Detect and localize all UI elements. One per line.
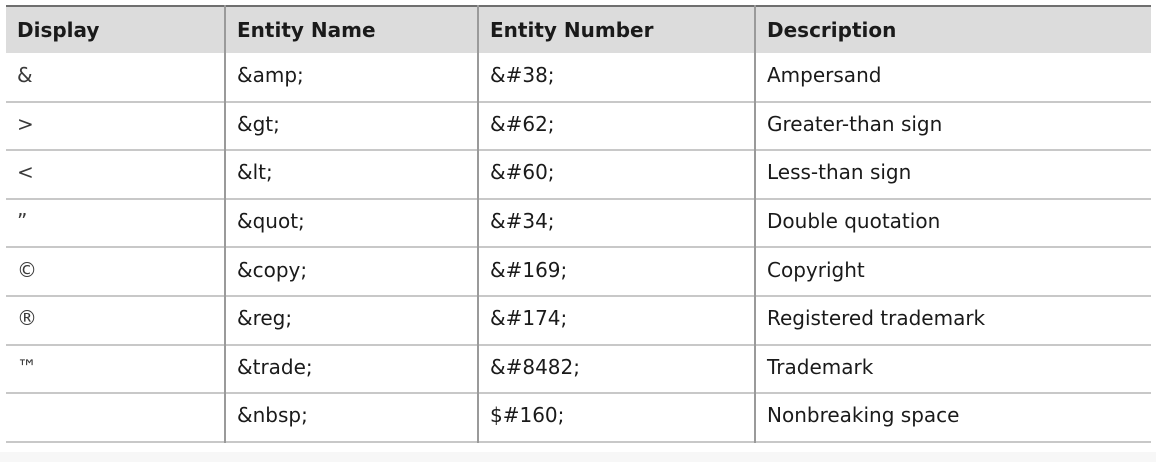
header-entity-number: Entity Number xyxy=(478,6,756,53)
cell-entity-number: &#169; xyxy=(478,247,756,296)
cell-description: Ampersand xyxy=(767,62,882,87)
table-row: ” &quot; &#34; Double quotation xyxy=(6,198,1151,248)
cell-display: ” xyxy=(6,198,226,248)
header-description: Description xyxy=(767,18,897,42)
cell-display: © xyxy=(6,247,226,296)
cell-display: ™ xyxy=(6,344,226,394)
table-row: < &lt; &#60; Less-than sign xyxy=(6,150,1151,199)
cell-entity-name: &copy; xyxy=(225,247,479,296)
table-row: & &amp; &#38; Ampersand xyxy=(6,53,1151,102)
header-display: Display xyxy=(6,6,226,53)
cell-display xyxy=(6,393,226,442)
cell-description: Less-than sign xyxy=(767,160,912,185)
table-header: Display Entity Name Entity Number Descri… xyxy=(6,6,1151,53)
table-row: ™ &trade; &#8482; Trademark xyxy=(6,344,1151,394)
cell-description: Copyright xyxy=(767,257,865,282)
cell-display: ® xyxy=(6,295,226,345)
table-row: © &copy; &#169; Copyright xyxy=(6,247,1151,296)
html-entities-table: Display Entity Name Entity Number Descri… xyxy=(6,5,1151,443)
table-body: & &amp; &#38; Ampersand > &gt; &#62; Gre… xyxy=(6,53,1151,442)
table-row: > &gt; &#62; Greater-than sign xyxy=(6,101,1151,151)
cell-entity-number: $#160; xyxy=(478,393,756,442)
cell-display: < xyxy=(6,150,226,199)
cell-entity-number: &#62; xyxy=(478,101,756,151)
table-row: ® &reg; &#174; Registered trademark xyxy=(6,295,1151,345)
page-bottom-margin xyxy=(0,452,1156,462)
cell-entity-name: &gt; xyxy=(225,101,479,151)
cell-entity-name: &reg; xyxy=(225,295,479,345)
cell-entity-name: &trade; xyxy=(225,344,479,394)
cell-description: Nonbreaking space xyxy=(767,403,960,428)
cell-entity-name: &nbsp; xyxy=(225,393,479,442)
header-entity-name: Entity Name xyxy=(225,6,479,53)
table-row: &nbsp; $#160; Nonbreaking space xyxy=(6,393,1151,442)
cell-entity-name: &quot; xyxy=(225,198,479,248)
cell-entity-number: &#8482; xyxy=(478,344,756,394)
cell-entity-name: &amp; xyxy=(225,53,479,102)
cell-description: Double quotation xyxy=(767,209,941,234)
cell-entity-name: &lt; xyxy=(225,150,479,199)
cell-display: & xyxy=(6,53,226,102)
cell-entity-number: &#34; xyxy=(478,198,756,248)
cell-description: Trademark xyxy=(767,354,874,379)
cell-description: Greater-than sign xyxy=(767,111,943,136)
cell-entity-number: &#38; xyxy=(478,53,756,102)
cell-entity-number: &#174; xyxy=(478,295,756,345)
cell-entity-number: &#60; xyxy=(478,150,756,199)
cell-display: > xyxy=(6,101,226,151)
header-row: Display Entity Name Entity Number Descri… xyxy=(6,6,1151,53)
cell-description: Registered trademark xyxy=(767,306,986,331)
